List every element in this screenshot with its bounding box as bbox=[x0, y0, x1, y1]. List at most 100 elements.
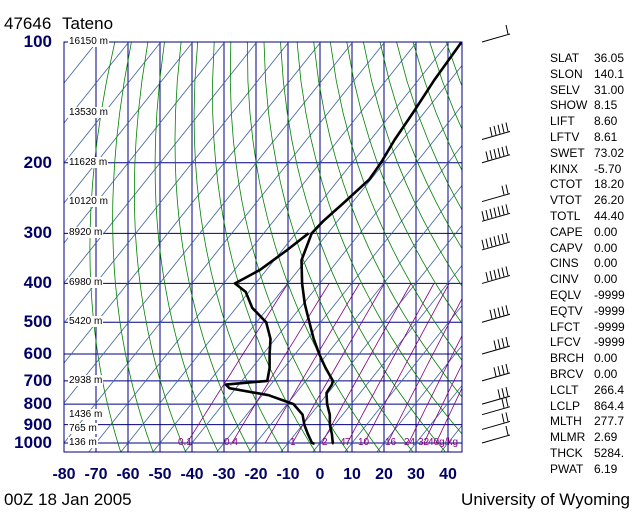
index-name: MLMR bbox=[550, 430, 586, 445]
mixing-ratio-label: 24 bbox=[404, 437, 416, 448]
isotherm--130 bbox=[64, 42, 226, 244]
index-name: CAPV bbox=[550, 240, 583, 255]
mixing-ratio-label: 10 bbox=[358, 437, 370, 448]
index-row: CINS 0.00 bbox=[550, 256, 638, 272]
index-value: -5.70 bbox=[594, 161, 622, 176]
dry-adiabat-300 bbox=[263, 42, 413, 452]
index-value: 864.4 bbox=[594, 398, 625, 413]
dry-adiabat-350 bbox=[346, 42, 462, 324]
dry-adiabat-330 bbox=[313, 42, 462, 398]
dry-adiabat-230 bbox=[134, 42, 186, 452]
index-name: BRCV bbox=[550, 366, 584, 381]
dry-adiabat-320 bbox=[296, 42, 462, 435]
station-id: 47646 bbox=[4, 14, 52, 33]
index-row: EQTV -9999 bbox=[550, 304, 638, 320]
pressure-tick-label: 800 bbox=[23, 394, 52, 414]
wind-barb-330 bbox=[481, 232, 511, 251]
index-row: LIFT 8.60 bbox=[550, 114, 638, 130]
wind-barb-280 bbox=[481, 204, 511, 222]
index-name: PWAT bbox=[550, 461, 584, 476]
index-value: 0.00 bbox=[594, 272, 618, 287]
height-label: 5420 m bbox=[68, 316, 104, 328]
index-row: MLMR 2.69 bbox=[550, 430, 638, 446]
wind-barb-500 bbox=[481, 305, 511, 323]
index-value: 0.00 bbox=[594, 351, 618, 366]
index-name: LFCT bbox=[550, 319, 580, 334]
index-name: CINV bbox=[550, 272, 579, 287]
index-name: SWET bbox=[550, 145, 585, 160]
index-value: -9999 bbox=[594, 335, 625, 350]
pressure-tick-label: 900 bbox=[23, 414, 52, 434]
mixing-ratio-line-9 bbox=[423, 363, 462, 444]
index-value: 6.19 bbox=[594, 461, 618, 476]
mixing-ratio-line-7 bbox=[387, 297, 462, 444]
index-row: CAPV 0.00 bbox=[550, 241, 638, 257]
isotherm--110 bbox=[64, 42, 290, 324]
index-name: LFCV bbox=[550, 335, 581, 350]
index-row: CTOT 18.20 bbox=[550, 177, 638, 193]
index-value: 73.02 bbox=[594, 145, 625, 160]
index-value: -9999 bbox=[594, 287, 625, 302]
index-name: SELV bbox=[550, 82, 580, 97]
temperature-tick-label: 40 bbox=[439, 466, 457, 483]
mixing-ratio-label: 4 bbox=[340, 437, 346, 448]
isotherm-20 bbox=[376, 344, 462, 452]
index-value: 0.00 bbox=[594, 366, 618, 381]
pressure-tick-label: 600 bbox=[23, 344, 52, 364]
temperature-tick-label: 30 bbox=[407, 466, 425, 483]
dry-adiabat-240 bbox=[154, 42, 219, 452]
index-name: MLTH bbox=[550, 414, 582, 429]
plot-frame bbox=[63, 41, 463, 453]
mixing-ratio-line-8 bbox=[408, 334, 462, 444]
temperature-tick-label: -70 bbox=[84, 466, 108, 483]
wind-barb-250 bbox=[481, 184, 511, 203]
index-value: 36.05 bbox=[594, 51, 625, 65]
index-row: TOTL 44.40 bbox=[550, 209, 638, 225]
isotherm-0 bbox=[312, 264, 462, 452]
index-name: KINX bbox=[550, 161, 579, 176]
temperature-tick-label: -10 bbox=[276, 466, 300, 483]
mixing-ratio-label: 7 bbox=[345, 437, 351, 448]
index-name: TOTL bbox=[550, 208, 581, 223]
index-row: LCLT 266.4 bbox=[550, 383, 638, 399]
index-value: 44.40 bbox=[594, 208, 625, 223]
index-name: CTOT bbox=[550, 177, 583, 192]
wind-barb-400 bbox=[481, 266, 511, 284]
index-value: -9999 bbox=[594, 319, 625, 334]
index-row: THCK 5284. bbox=[550, 446, 638, 462]
mixing-ratio-line-10 bbox=[435, 387, 462, 444]
index-value: -9999 bbox=[594, 303, 625, 318]
index-value: 0.00 bbox=[594, 224, 618, 239]
mixing-ratio-line-1 bbox=[231, 283, 330, 444]
pressure-tick-label: 400 bbox=[23, 273, 52, 293]
dry-adiabat-260 bbox=[193, 42, 284, 452]
mixing-ratio-label: 2 bbox=[322, 437, 328, 448]
isotherm--120 bbox=[64, 42, 258, 284]
index-name: CAPE bbox=[550, 224, 583, 239]
isotherm--30 bbox=[216, 144, 462, 452]
isotherm--10 bbox=[280, 224, 462, 452]
wind-barb-100 bbox=[481, 24, 511, 43]
height-label: 2938 m bbox=[68, 374, 104, 386]
mixing-ratio-label: 1 bbox=[290, 437, 296, 448]
temperature-tick-label: -50 bbox=[148, 466, 172, 483]
dry-adiabat-340 bbox=[329, 42, 462, 361]
index-row: LCLP 864.4 bbox=[550, 399, 638, 415]
wind-barb-600 bbox=[481, 336, 511, 355]
index-value: 8.15 bbox=[594, 98, 618, 113]
height-label: 11628 m bbox=[68, 156, 109, 168]
dry-adiabat-210 bbox=[89, 42, 121, 452]
index-name: SLAT bbox=[550, 51, 580, 65]
index-row: SLAT 36.05 bbox=[550, 51, 638, 67]
temperature-tick-label: -30 bbox=[212, 466, 236, 483]
isotherm--70 bbox=[88, 42, 418, 452]
dry-adiabat-380 bbox=[396, 42, 462, 211]
index-value: 140.1 bbox=[594, 66, 625, 81]
dry-adiabat-310 bbox=[280, 42, 446, 452]
dry-adiabat-270 bbox=[212, 42, 316, 452]
index-row: MLTH 277.7 bbox=[550, 414, 638, 430]
index-value: 266.4 bbox=[594, 382, 625, 397]
index-name: VTOT bbox=[550, 193, 582, 208]
isotherm--80 bbox=[64, 42, 386, 444]
